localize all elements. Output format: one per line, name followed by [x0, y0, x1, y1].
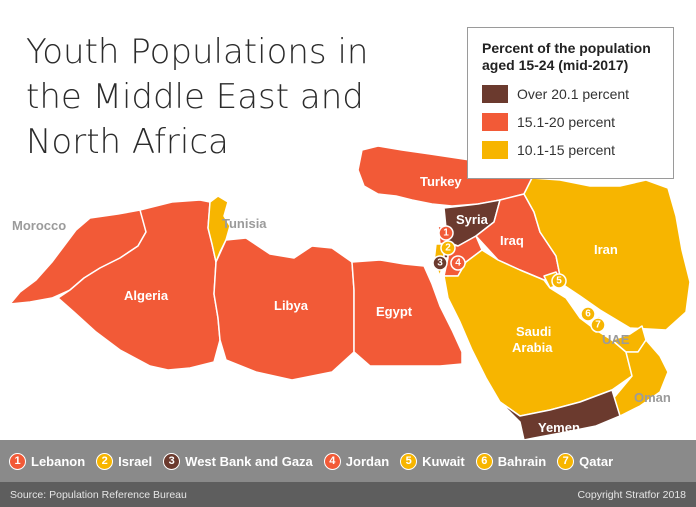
key-item-israel: 2 Israel: [96, 452, 153, 470]
svg-text:1: 1: [443, 228, 449, 239]
svg-text:7: 7: [595, 320, 601, 331]
label-syria: Syria: [456, 212, 489, 227]
key-number: 6: [475, 452, 493, 470]
map-title: Youth Populations in the Middle East and…: [26, 30, 426, 165]
label-uae: UAE: [602, 332, 630, 347]
label-saudi-arabia-line2: Arabia: [512, 340, 553, 355]
label-yemen: Yemen: [538, 420, 580, 435]
map-title-line: North Africa: [26, 122, 229, 162]
legend-item: 10.1-15 percent: [482, 136, 673, 164]
label-egypt: Egypt: [376, 304, 413, 319]
legend-label: 15.1-20 percent: [517, 114, 616, 130]
legend-swatch: [482, 85, 508, 103]
key-number: 1: [9, 452, 26, 470]
country-egypt: [351, 259, 463, 367]
key-label: Qatar: [579, 453, 614, 469]
credits-bar: Source: Population Reference Bureau Copy…: [0, 482, 696, 507]
map-title-line: the Middle East and: [26, 77, 364, 117]
marker-1: 1: [438, 225, 454, 241]
key-number: 4: [323, 452, 341, 470]
svg-text:6: 6: [585, 309, 591, 320]
legend: Percent of the population aged 15-24 (mi…: [467, 27, 674, 179]
marker-6: 6: [580, 306, 596, 322]
label-oman: Oman: [634, 390, 671, 405]
key-bar: 1 Lebanon 2 Israel 3 West Bank and Gaza …: [0, 440, 696, 482]
legend-label: Over 20.1 percent: [517, 86, 630, 102]
key-label: West Bank and Gaza: [185, 453, 313, 469]
marker-5: 5: [551, 273, 567, 289]
label-iran: Iran: [594, 242, 618, 257]
key-label: Kuwait: [422, 453, 465, 469]
key-item-bahrain: 6 Bahrain: [475, 452, 547, 470]
legend-item: Over 20.1 percent: [482, 80, 673, 108]
svg-text:3: 3: [437, 258, 443, 269]
key-item-west-bank-and-gaza: 3 West Bank and Gaza: [163, 452, 313, 470]
marker-2: 2: [440, 240, 456, 256]
label-libya: Libya: [274, 298, 309, 313]
legend-label: 10.1-15 percent: [517, 142, 616, 158]
key-number: 5: [400, 452, 418, 470]
legend-swatch: [482, 113, 508, 131]
key-item-qatar: 7 Qatar: [557, 452, 614, 470]
country-iran: [523, 177, 691, 331]
label-saudi-arabia-line1: Saudi: [516, 324, 551, 339]
key-label: Bahrain: [497, 453, 547, 469]
key-label: Israel: [118, 453, 153, 469]
label-iraq: Iraq: [500, 233, 524, 248]
map: Morocco Algeria Tunisia Libya Egypt Turk…: [9, 145, 691, 440]
copyright: Copyright Stratfor 2018: [577, 488, 686, 501]
key-item-kuwait: 5 Kuwait: [400, 452, 465, 470]
key-number: 7: [557, 452, 575, 470]
key-item-jordan: 4 Jordan: [323, 452, 390, 470]
svg-text:2: 2: [445, 243, 451, 254]
marker-7: 7: [590, 317, 606, 333]
label-tunisia: Tunisia: [222, 216, 267, 231]
legend-item: 15.1-20 percent: [482, 108, 673, 136]
label-morocco: Morocco: [12, 218, 66, 233]
country-yemen: [499, 389, 621, 440]
svg-text:4: 4: [455, 258, 461, 269]
label-turkey: Turkey: [420, 174, 462, 189]
marker-3: 3: [432, 255, 448, 271]
legend-title-line: Percent of the population: [482, 40, 651, 56]
svg-text:5: 5: [556, 276, 562, 287]
map-title-line: Youth Populations in: [26, 32, 369, 72]
legend-title: Percent of the population aged 15-24 (mi…: [482, 40, 673, 74]
key-number: 2: [96, 452, 114, 470]
source-credit: Source: Population Reference Bureau: [10, 488, 187, 501]
label-algeria: Algeria: [124, 288, 169, 303]
country-oman: [611, 339, 669, 417]
key-number: 3: [163, 452, 181, 470]
key-label: Lebanon: [31, 453, 86, 469]
key-label: Jordan: [345, 453, 390, 469]
legend-title-line: aged 15-24 (mid-2017): [482, 57, 629, 73]
legend-swatch: [482, 141, 508, 159]
marker-4: 4: [450, 255, 466, 271]
key-item-lebanon: 1 Lebanon: [9, 452, 86, 470]
